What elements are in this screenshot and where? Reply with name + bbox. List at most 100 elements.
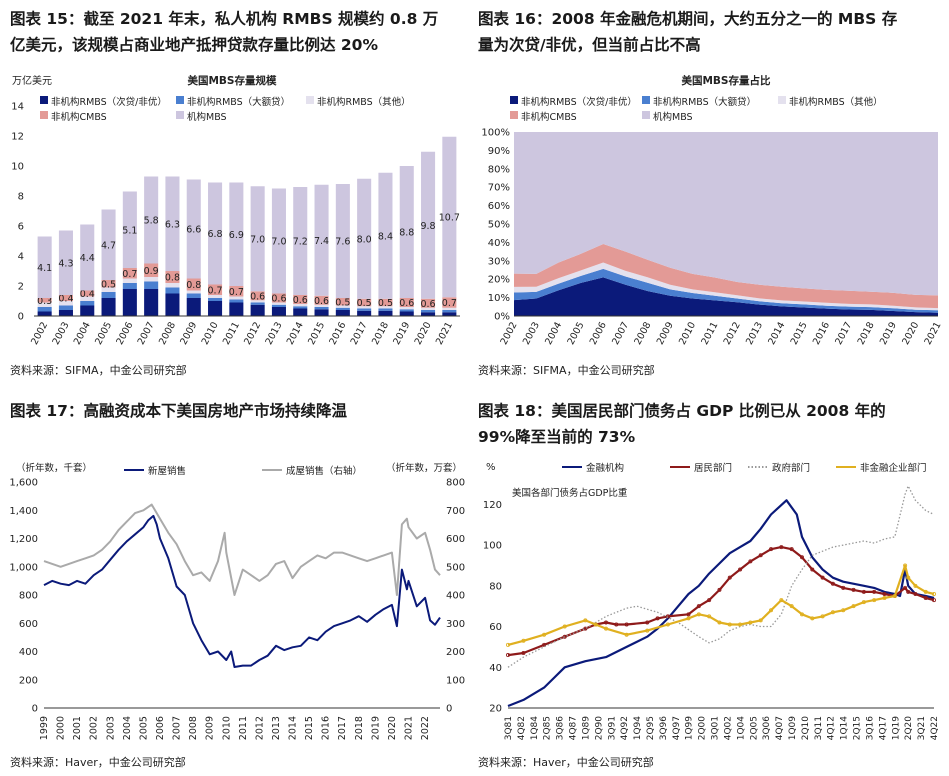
fig17-ytick-right: 600 <box>446 534 465 545</box>
fig15-xtick: 2004 <box>72 320 93 347</box>
fig18-xtick: 3Q21 <box>917 716 927 740</box>
fig18-marker <box>923 596 928 601</box>
fig17-ytick-left: 1,000 <box>9 562 38 573</box>
fig15-xtick: 2007 <box>136 320 157 347</box>
fig16-area <box>514 268 938 313</box>
fig18-xtick: 2Q95 <box>646 716 656 740</box>
fig16-ytick: 40% <box>488 238 510 249</box>
fig16-xtick: 2020 <box>900 320 921 347</box>
fig15-cmbs-label: 0.4 <box>58 294 73 305</box>
fig18-ytick: 40 <box>489 663 502 674</box>
fig15-bar-seg <box>250 291 265 301</box>
fig15-bar-seg <box>80 224 95 291</box>
fig15-bar-seg <box>101 287 116 292</box>
fig16-legend-4-swatch <box>642 111 650 119</box>
fig15-bar-seg <box>293 187 308 295</box>
fig16-legend-3-swatch <box>510 111 518 119</box>
fig17-xtick: 2011 <box>238 716 249 740</box>
fig16-ytick: 0% <box>494 312 510 323</box>
fig18-marker <box>820 614 825 619</box>
fig16-ytick: 90% <box>488 146 510 157</box>
fig15-bar-seg <box>442 136 457 298</box>
fig17-xtick: 2010 <box>221 716 232 740</box>
fig15-bar-seg <box>58 301 73 306</box>
fig17-ytick-right: 400 <box>446 591 465 602</box>
fig18-xtick: 2Q15 <box>853 716 863 740</box>
fig15-bar-seg <box>399 311 414 316</box>
fig17-series-line <box>43 514 441 668</box>
fig18-xtick: 4Q22 <box>930 716 940 740</box>
fig15-agency-label: 6.3 <box>165 219 180 230</box>
fig15-ytick: 14 <box>11 102 24 113</box>
fig18-marker <box>906 589 911 594</box>
fig16-chart-title: 美国MBS存量占比 <box>681 74 771 87</box>
fig18-marker <box>583 618 588 623</box>
fig16-ytick: 100% <box>481 128 510 139</box>
fig17-title: 图表 17：高融资成本下美国房地产市场持续降温 <box>10 398 347 424</box>
fig15-agency-label: 10.7 <box>439 213 460 224</box>
fig18-marker <box>906 575 911 580</box>
fig17-xtick: 1999 <box>39 716 50 740</box>
fig15-agency-label: 4.4 <box>80 253 95 264</box>
fig15-agency-label: 7.4 <box>314 236 329 247</box>
fig18-marker <box>717 587 722 592</box>
fig15-bar-seg <box>37 307 52 312</box>
fig17-xtick: 2005 <box>138 716 149 740</box>
fig18-marker <box>913 591 918 596</box>
fig17-xtick: 2016 <box>321 716 332 740</box>
fig17-xtick: 2013 <box>271 716 282 740</box>
fig15-ytick: 6 <box>18 222 24 233</box>
fig18-ylabel: % <box>486 462 496 473</box>
fig18-marker <box>665 614 670 619</box>
fig18-marker <box>903 585 908 590</box>
fig15-legend-0: 非机构RMBS（次贷/非优） <box>51 96 167 108</box>
fig16-xtick: 2008 <box>632 320 653 347</box>
fig18-marker <box>903 563 908 568</box>
fig17-xtick: 2018 <box>354 716 365 740</box>
fig18-marker <box>799 555 804 560</box>
fig17-ylabel-left: （折年数，千套） <box>16 462 92 474</box>
fig17-xtick: 2014 <box>288 716 299 740</box>
fig17-xtick: 2017 <box>337 716 348 740</box>
fig18-xtick: 2Q90 <box>594 716 604 741</box>
fig18-marker <box>861 589 866 594</box>
fig17-xtick: 2006 <box>155 716 166 740</box>
fig18-marker <box>521 651 526 656</box>
fig16-legend-3: 非机构CMBS <box>521 111 577 123</box>
fig15-agency-label: 4.1 <box>37 263 52 274</box>
fig18-marker <box>655 616 660 621</box>
fig18-marker <box>603 626 608 631</box>
fig15-xtick: 2012 <box>242 320 263 347</box>
fig15-xtick: 2006 <box>114 320 135 347</box>
fig17-xtick: 2007 <box>172 716 183 740</box>
fig18-series-line <box>507 499 935 708</box>
fig15-bar-seg <box>442 312 457 316</box>
fig18-marker <box>810 567 815 572</box>
fig15-bar-seg <box>144 263 159 277</box>
fig15-agency-label: 8.8 <box>399 228 414 239</box>
fig15-agency-label: 4.7 <box>101 240 116 251</box>
fig18-marker <box>810 616 815 621</box>
fig15-bar-seg <box>144 281 159 289</box>
fig15-bar-seg <box>229 302 244 316</box>
fig15-bar-seg <box>37 302 52 307</box>
fig17-ytick-right: 800 <box>446 478 465 489</box>
fig15-ytick: 0 <box>18 312 24 323</box>
fig18-marker <box>789 547 794 552</box>
fig15-bar-seg <box>37 311 52 316</box>
fig15-xtick: 2015 <box>306 320 327 347</box>
fig16-xtick: 2021 <box>923 320 944 347</box>
fig16-xtick: 2002 <box>499 320 520 347</box>
fig18-marker <box>799 612 804 617</box>
fig15-bar-seg <box>250 186 265 292</box>
fig16-ytick: 10% <box>488 293 510 304</box>
fig18-marker <box>506 653 511 658</box>
fig15-bar-seg <box>314 307 329 310</box>
fig18-marker <box>542 642 547 647</box>
fig18-marker <box>872 589 877 594</box>
fig18-title-line1: 图表 18：美国居民部门债务占 GDP 比例已从 2008 年的 <box>478 402 886 420</box>
fig15-cmbs-label: 0.7 <box>442 298 457 309</box>
fig15-bar-seg <box>378 172 393 299</box>
fig17-ytick-left: 0 <box>32 704 38 715</box>
